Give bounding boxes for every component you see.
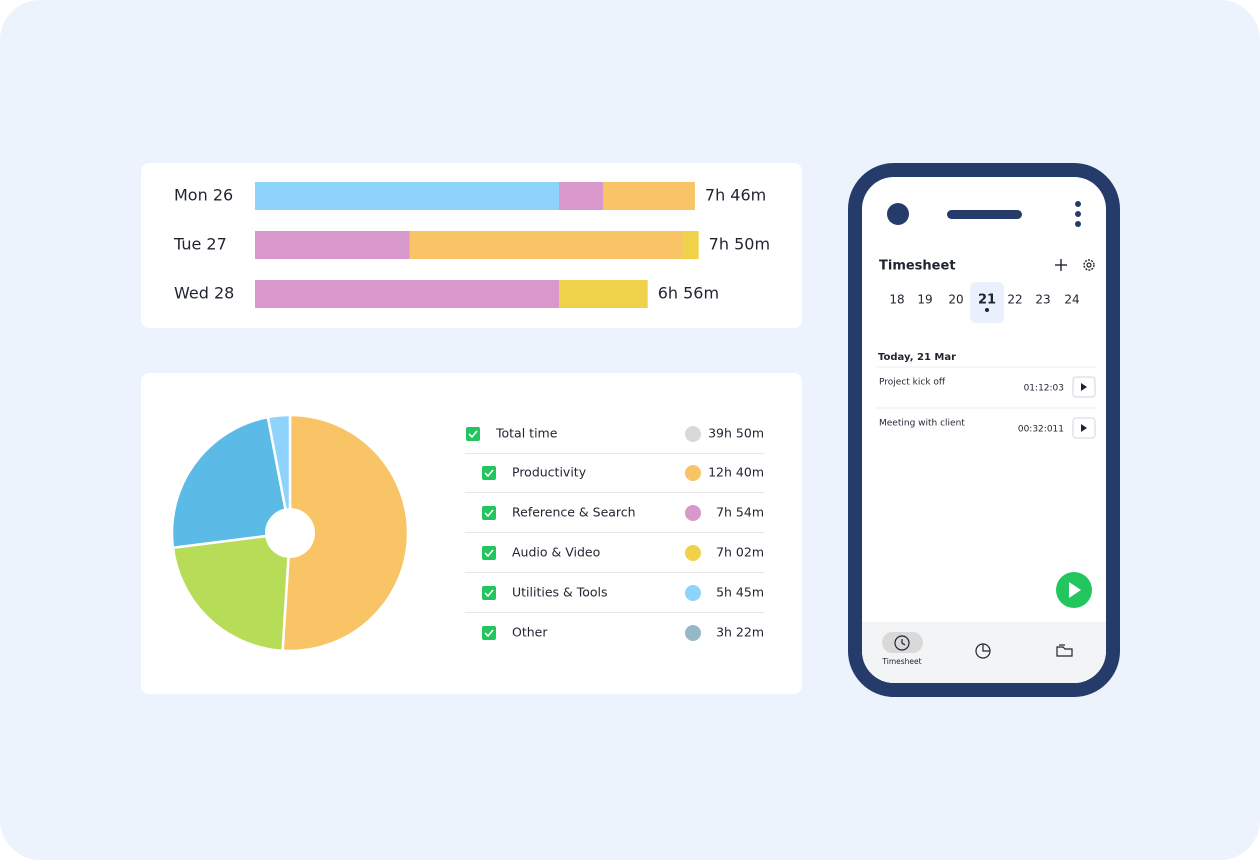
bar-segment [255, 182, 559, 210]
play-icon [1081, 383, 1087, 391]
legend-label: Total time [495, 426, 558, 441]
legend-swatch [685, 426, 701, 442]
checkbox[interactable] [482, 626, 496, 640]
legend-label: Audio & Video [512, 545, 600, 560]
entry-name: Meeting with client [879, 419, 965, 429]
play-icon [1081, 424, 1087, 432]
section-title: Today, 21 Mar [878, 352, 956, 363]
pie-hole [265, 508, 315, 558]
legend-value: 3h 22m [716, 625, 764, 640]
check-icon [468, 430, 478, 439]
entry-name: Project kick off [879, 378, 946, 388]
legend-label: Reference & Search [512, 505, 636, 520]
pie-slice [171, 531, 292, 653]
bar-segment [558, 280, 648, 308]
bar-segment [558, 182, 604, 210]
date[interactable]: 23 [1035, 293, 1050, 307]
legend-label: Other [512, 625, 548, 640]
pie-slice [266, 413, 292, 534]
date[interactable]: 22 [1007, 293, 1022, 307]
clock-hands [901, 639, 906, 646]
legend-swatch [685, 465, 701, 481]
check-icon [484, 469, 494, 478]
day-label: Tue 27 [173, 235, 227, 254]
date[interactable]: 24 [1064, 293, 1079, 307]
entry-time: 01:12:03 [1024, 384, 1064, 394]
checkbox[interactable] [466, 427, 480, 441]
bar-segment [683, 231, 699, 259]
today-dot [985, 308, 989, 312]
nav-projects[interactable] [1056, 644, 1073, 657]
pie-slice [170, 415, 292, 550]
check-icon [484, 629, 494, 638]
legend-label: Utilities & Tools [512, 585, 608, 600]
checkbox[interactable] [482, 506, 496, 520]
legend-swatch [685, 545, 701, 561]
checkbox[interactable] [482, 586, 496, 600]
date[interactable]: 20 [948, 293, 963, 307]
clock-icon [894, 635, 910, 651]
legend-swatch [685, 625, 701, 641]
check-icon [484, 509, 494, 518]
entry-time: 00:32:011 [1018, 425, 1064, 435]
check-icon [484, 589, 494, 598]
day-total: 7h 46m [705, 186, 766, 205]
bar-segment [409, 231, 684, 259]
nav-reports[interactable] [975, 643, 991, 659]
selected-date[interactable] [970, 282, 1004, 323]
notch [947, 210, 1022, 219]
checkbox[interactable] [482, 546, 496, 560]
checkbox[interactable] [482, 466, 496, 480]
menu-icon[interactable] [1075, 201, 1081, 227]
nav-label: Timesheet [881, 657, 921, 666]
legend-value: 39h 50m [708, 426, 764, 441]
date[interactable]: 18 [889, 293, 904, 307]
day-total: 7h 50m [709, 235, 770, 254]
add-button[interactable] [1055, 259, 1067, 271]
date[interactable]: 19 [917, 293, 932, 307]
legend-value: 7h 02m [716, 545, 764, 560]
phone-title: Timesheet [879, 259, 956, 274]
play-icon [1069, 582, 1081, 598]
bar-segment [255, 231, 410, 259]
legend-swatch [685, 505, 701, 521]
day-label: Wed 28 [174, 284, 234, 303]
date[interactable]: 21 [978, 293, 996, 308]
legend-swatch [685, 585, 701, 601]
legend-value: 5h 45m [716, 585, 764, 600]
avatar[interactable] [887, 203, 909, 225]
legend-value: 7h 54m [716, 505, 764, 520]
settings-button[interactable] [1083, 259, 1095, 271]
pie-slice [281, 413, 410, 653]
bar-segment [603, 182, 695, 210]
bottom-nav [862, 622, 1106, 683]
legend-label: Productivity [512, 465, 587, 480]
day-label: Mon 26 [174, 186, 233, 205]
check-icon [484, 549, 494, 558]
bar-segment [255, 280, 559, 308]
legend-value: 12h 40m [708, 465, 764, 480]
phone-screen [862, 177, 1106, 683]
day-total: 6h 56m [658, 284, 719, 303]
